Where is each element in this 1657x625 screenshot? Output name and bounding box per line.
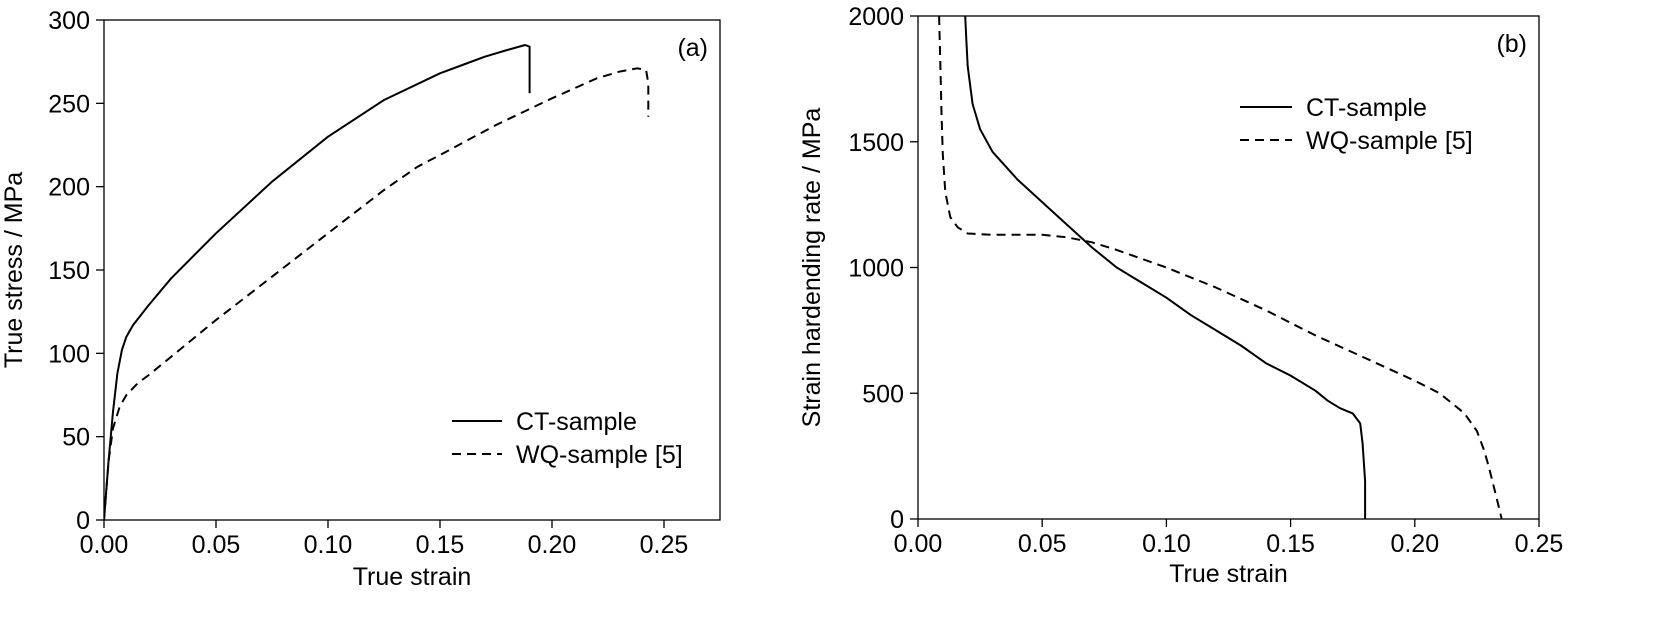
y-tick-label-2: 1000 bbox=[848, 255, 904, 283]
x-tick-label-1: 0.15 bbox=[416, 531, 465, 559]
x-tick-label-2: 0.20 bbox=[1390, 530, 1439, 558]
series-line-wq-2 bbox=[938, 16, 1503, 519]
panel-label-2: (b) bbox=[1496, 30, 1527, 58]
plot-frame-2 bbox=[917, 15, 1540, 520]
x-tick-label-2: 0.00 bbox=[894, 530, 943, 558]
y-tick-label-2: 2000 bbox=[848, 3, 904, 31]
x-tick-label-2: 0.15 bbox=[1266, 530, 1315, 558]
x-tick-label-2: 0.25 bbox=[1515, 530, 1564, 558]
y-tick-label-1: 250 bbox=[48, 90, 90, 118]
y-tick-label-2: 500 bbox=[862, 380, 904, 408]
x-tick-label-1: 0.05 bbox=[192, 531, 241, 559]
y-tick-label-1: 100 bbox=[48, 340, 90, 368]
series-line-ct-1 bbox=[104, 44, 531, 520]
y-tick-label-2: 0 bbox=[890, 506, 904, 534]
series-line-ct-2 bbox=[964, 16, 1367, 519]
panel-b: 0.00 0.05 0.10 0.15 0.20 0.25 0 500 1000 1500 2000… bbox=[798, 3, 1563, 588]
y-tick-label-1: 50 bbox=[62, 424, 90, 452]
x-tick-label-1: 0.00 bbox=[80, 531, 129, 559]
x-tick-label-1: 0.20 bbox=[528, 531, 577, 559]
legend-label-wq-2: WQ-sample [5] bbox=[1306, 127, 1473, 155]
legend-label-ct-1: CT-sample bbox=[516, 408, 637, 436]
panel-a: 0.00 0.05 0.10 0.15 0.20 0.25 0 50 100 150 200 250 3… bbox=[0, 7, 721, 591]
x-tick-label-2: 0.10 bbox=[1142, 530, 1191, 558]
legend-label-ct-2: CT-sample bbox=[1306, 94, 1427, 122]
y-tick-label-1: 0 bbox=[76, 507, 90, 535]
panel-label-1: (a) bbox=[677, 34, 708, 62]
y-axis-title-1: True stress / MPa bbox=[0, 172, 28, 368]
x-axis-title-2: True strain bbox=[1169, 560, 1288, 588]
y-axis-title-2: Strain hardending rate / MPa bbox=[798, 108, 826, 428]
x-tick-label-1: 0.25 bbox=[640, 531, 689, 559]
series-line-wq-1 bbox=[104, 67, 650, 520]
y-tick-label-1: 200 bbox=[48, 174, 90, 202]
legend-label-wq-1: WQ-sample [5] bbox=[516, 441, 683, 469]
x-tick-label-2: 0.05 bbox=[1018, 530, 1067, 558]
x-tick-label-1: 0.10 bbox=[304, 531, 353, 559]
y-tick-label-1: 150 bbox=[48, 257, 90, 285]
x-axis-title-1: True strain bbox=[353, 563, 472, 591]
y-tick-label-1: 300 bbox=[48, 7, 90, 35]
y-tick-label-2: 1500 bbox=[848, 129, 904, 157]
